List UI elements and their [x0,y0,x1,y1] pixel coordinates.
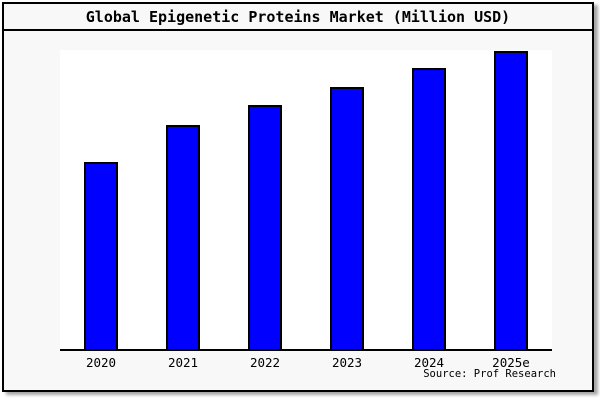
chart-title: Global Epigenetic Proteins Market (Milli… [85,8,511,26]
source-note: Source: Prof Research [423,368,556,380]
x-tick-label-2025e: 2025e [492,355,530,370]
bar-2024 [412,67,446,349]
bar-slot [306,50,388,349]
bar-slot [470,50,552,349]
bar-slot [224,50,306,349]
title-divider [4,29,592,31]
x-tick-label-2023: 2023 [331,355,363,370]
bar-2020 [84,162,118,349]
x-tick-label-2024: 2024 [413,355,445,370]
bar-2025e [494,50,528,349]
x-axis-tick-row: 2020 2021 2022 2023 2024 2025e [60,355,552,370]
x-tick-label-2021: 2021 [167,355,199,370]
bar-slot [142,50,224,349]
bar-2022 [248,105,282,349]
plot-area [60,50,552,351]
chart-frame: Global Epigenetic Proteins Market (Milli… [2,2,594,392]
bar-slot [388,50,470,349]
x-tick-label-2020: 2020 [85,355,117,370]
x-tick-label-2022: 2022 [249,355,281,370]
bar-2021 [166,124,200,349]
bar-slot [60,50,142,349]
bar-2023 [330,87,364,349]
